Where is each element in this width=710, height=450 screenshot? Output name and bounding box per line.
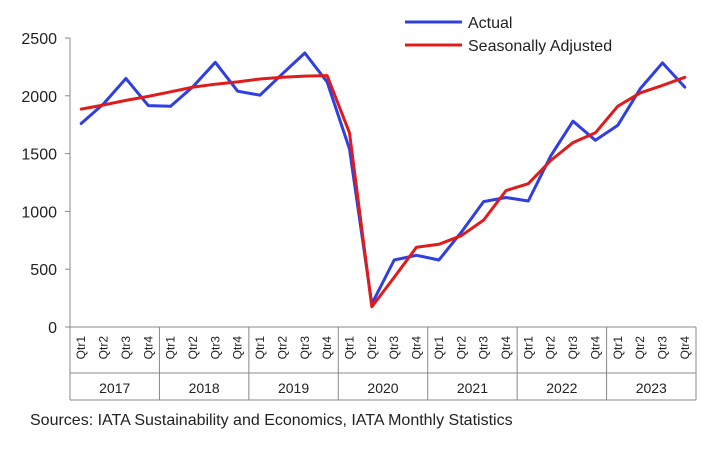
x-quarter-label: Qtr4 <box>231 336 245 360</box>
legend-label-0: Actual <box>468 15 512 32</box>
x-year-label: 2022 <box>546 380 577 396</box>
sources-note: Sources: IATA Sustainability and Economi… <box>30 412 513 429</box>
x-quarter-label: Qtr4 <box>141 336 155 360</box>
legend: Actual Seasonally Adjusted <box>405 15 612 55</box>
x-quarter-label: Qtr2 <box>97 336 111 360</box>
x-quarter-label: Qtr4 <box>588 336 602 360</box>
x-quarter-label: Qtr3 <box>119 336 133 360</box>
y-tick-label: 1000 <box>21 204 57 221</box>
x-quarter-label: Qtr2 <box>544 336 558 360</box>
series-line-actual <box>79 51 687 306</box>
x-quarter-label: Qtr3 <box>655 336 669 360</box>
x-quarter-label: Qtr1 <box>164 336 178 360</box>
x-quarter-label: Qtr1 <box>74 336 88 360</box>
x-year-label: 2021 <box>457 380 488 396</box>
x-quarter-label: Qtr3 <box>566 336 580 360</box>
axes: 0 500 1000 1500 2000 2500 Qtr1 Qtr2 Qtr3 Qtr4 2017… <box>21 31 697 401</box>
x-quarter-label: Qtr2 <box>633 336 647 360</box>
y-tick-label: 2500 <box>21 31 57 48</box>
x-quarter-label: Qtr1 <box>521 336 535 360</box>
x-quarter-label: Qtr1 <box>432 336 446 360</box>
x-quarter-label: Qtr1 <box>342 336 356 360</box>
y-tick-label: 0 <box>48 320 57 337</box>
series-line-seasonally-adjusted <box>79 74 687 309</box>
x-quarter-label: Qtr4 <box>499 336 513 360</box>
x-quarter-label: Qtr4 <box>410 336 424 360</box>
x-year-label: 2020 <box>367 380 398 396</box>
x-quarter-label: Qtr1 <box>253 336 267 360</box>
x-quarter-label: Qtr3 <box>208 336 222 360</box>
x-year-label: 2018 <box>189 380 220 396</box>
x-quarter-label: Qtr2 <box>454 336 468 360</box>
y-tick-label: 1500 <box>21 147 57 164</box>
y-tick-label: 2000 <box>21 89 57 106</box>
x-year-label: 2019 <box>278 380 309 396</box>
x-quarter-label: Qtr4 <box>678 336 692 360</box>
x-year-label: 2023 <box>636 380 667 396</box>
x-quarter-label: Qtr2 <box>275 336 289 360</box>
x-quarter-label: Qtr3 <box>477 336 491 360</box>
x-year-label: 2017 <box>99 380 130 396</box>
x-quarter-label: Qtr3 <box>298 336 312 360</box>
x-quarter-label: Qtr3 <box>387 336 401 360</box>
series-lines <box>79 51 687 309</box>
legend-label-1: Seasonally Adjusted <box>468 38 612 55</box>
y-tick-label: 500 <box>30 262 57 279</box>
x-quarter-label: Qtr2 <box>365 336 379 360</box>
x-quarter-label: Qtr2 <box>186 336 200 360</box>
x-quarter-label: Qtr4 <box>320 336 334 360</box>
x-quarter-label: Qtr1 <box>611 336 625 360</box>
